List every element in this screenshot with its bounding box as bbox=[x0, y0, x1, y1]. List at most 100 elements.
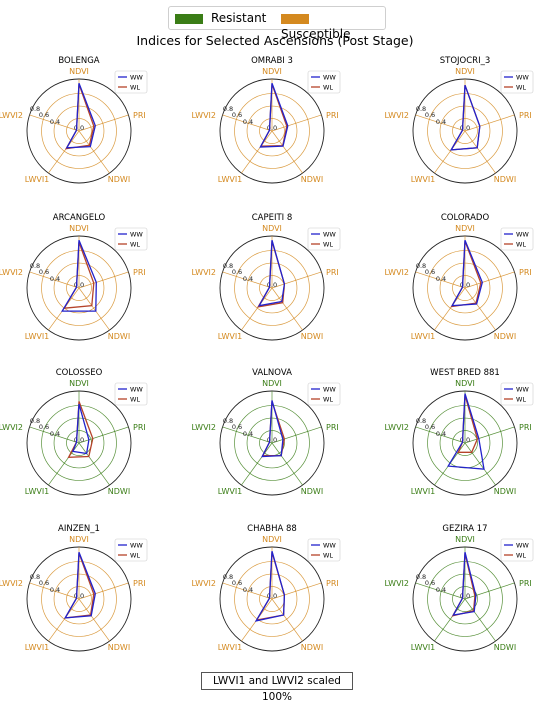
radar-chart-colorado: COLORADO 0.0 0.40.60.8 NDVI PRI NDWI LWVI1 LWVI… bbox=[384, 213, 534, 341]
axis-label-lwvi1: LWVI1 bbox=[218, 175, 243, 184]
axis-label-lwvi1: LWVI1 bbox=[218, 487, 243, 496]
axis-label-ndwi: NDWI bbox=[108, 487, 130, 496]
series-legend-label-ww: WW bbox=[130, 74, 143, 82]
axis-label-lwvi2: LWVI2 bbox=[191, 111, 216, 120]
radial-tick-label: 0.0 bbox=[74, 592, 84, 600]
radial-tick-label: 0.8 bbox=[223, 417, 233, 425]
axis-label-pri: PRI bbox=[519, 423, 532, 432]
axis-label-lwvi2: LWVI2 bbox=[384, 268, 409, 277]
series-wl-polygon bbox=[261, 401, 286, 457]
axis-label-lwvi1: LWVI1 bbox=[218, 332, 243, 341]
axis-label-lwvi1: LWVI1 bbox=[218, 643, 243, 652]
axis-label-pri: PRI bbox=[133, 111, 146, 120]
radial-tick-label: 0.0 bbox=[460, 592, 470, 600]
radial-tick-label: 0.6 bbox=[39, 111, 49, 119]
radial-tick-label: 0.8 bbox=[30, 417, 40, 425]
radial-tick-label: 0.0 bbox=[267, 281, 277, 289]
radial-tick-label: 0.6 bbox=[39, 423, 49, 431]
axis-label-lwvi2: LWVI2 bbox=[0, 579, 23, 588]
spoke bbox=[78, 287, 110, 331]
radial-tick-label: 0.4 bbox=[436, 118, 446, 126]
radar-chart-gezira-17: GEZIRA 17 0.0 0.40.60.8 NDVI PRI NDWI LWVI1 LWV… bbox=[384, 524, 534, 652]
series-legend-label-ww: WW bbox=[516, 542, 529, 550]
legend-item-resistant: Resistant bbox=[175, 10, 266, 26]
chart-title: CAPEITI 8 bbox=[252, 213, 293, 223]
spoke bbox=[241, 130, 273, 174]
chart-title: GEZIRA 17 bbox=[442, 524, 487, 534]
axis-label-ndvi: NDVI bbox=[69, 379, 89, 388]
radial-tick-label: 0.8 bbox=[30, 105, 40, 113]
axis-label-pri: PRI bbox=[133, 423, 146, 432]
spoke bbox=[464, 114, 515, 132]
axis-label-ndwi: NDWI bbox=[494, 175, 516, 184]
radial-tick-label: 0.4 bbox=[50, 275, 60, 283]
radial-tick-label: 0.6 bbox=[425, 268, 435, 276]
series-legend-label-ww: WW bbox=[323, 74, 336, 82]
radial-tick-label: 0.8 bbox=[416, 573, 426, 581]
radial-tick-label: 0.6 bbox=[232, 423, 242, 431]
spoke bbox=[464, 582, 515, 600]
radar-chart-west-bred-881: WEST BRED 881 0.0 0.40.60.8 NDVI PRI NDWI LWVI… bbox=[384, 368, 534, 496]
radial-tick-label: 0.8 bbox=[223, 105, 233, 113]
series-ww-polygon bbox=[254, 551, 286, 622]
radial-tick-label: 0.0 bbox=[74, 436, 84, 444]
axis-label-pri: PRI bbox=[519, 111, 532, 120]
radar-chart-bolenga: BOLENGA 0.0 0.40.60.8 NDVI PRI NDWI LWVI1 LWVI2… bbox=[0, 56, 148, 184]
figure-title: Indices for Selected Ascensions (Post St… bbox=[136, 33, 414, 48]
legend-label-susceptible: Susceptible bbox=[281, 27, 351, 41]
spoke bbox=[464, 130, 496, 174]
axis-label-lwvi1: LWVI1 bbox=[25, 487, 50, 496]
radial-tick-label: 0.6 bbox=[39, 579, 49, 587]
spoke bbox=[29, 271, 80, 289]
spoke bbox=[78, 130, 110, 174]
axis-label-lwvi2: LWVI2 bbox=[384, 423, 409, 432]
figure-legend: Resistant Susceptible bbox=[168, 6, 386, 41]
spoke bbox=[415, 271, 466, 289]
axis-label-lwvi1: LWVI1 bbox=[411, 332, 436, 341]
radial-tick-label: 0.4 bbox=[436, 430, 446, 438]
spoke bbox=[434, 287, 466, 331]
chart-title: WEST BRED 881 bbox=[430, 368, 500, 378]
axis-label-lwvi1: LWVI1 bbox=[25, 332, 50, 341]
spoke bbox=[271, 598, 303, 642]
axis-label-ndvi: NDVI bbox=[69, 67, 89, 76]
radar-chart-chabha-88: CHABHA 88 0.0 0.40.60.8 NDVI PRI NDWI LWVI1 LWV… bbox=[191, 524, 341, 652]
axis-label-lwvi2: LWVI2 bbox=[0, 111, 23, 120]
radar-chart-capeiti-8: CAPEITI 8 0.0 0.40.60.8 NDVI PRI NDWI LWVI1 LWV… bbox=[191, 213, 341, 341]
spoke bbox=[29, 426, 80, 444]
legend-item-susceptible: Susceptible bbox=[281, 10, 385, 41]
spoke bbox=[434, 130, 466, 174]
spoke bbox=[29, 582, 80, 600]
axis-label-ndwi: NDWI bbox=[108, 175, 130, 184]
radial-tick-label: 0.4 bbox=[50, 118, 60, 126]
axis-label-lwvi1: LWVI1 bbox=[411, 643, 436, 652]
series-ww-polygon bbox=[447, 393, 485, 470]
axis-label-ndwi: NDWI bbox=[301, 175, 323, 184]
series-legend-label-wl: WL bbox=[323, 396, 333, 404]
axis-label-pri: PRI bbox=[326, 423, 339, 432]
series-legend-label-ww: WW bbox=[130, 386, 143, 394]
series-legend-label-ww: WW bbox=[323, 231, 336, 239]
spoke bbox=[415, 114, 466, 132]
series-ww-polygon bbox=[61, 239, 97, 312]
axis-label-pri: PRI bbox=[326, 579, 339, 588]
axis-label-lwvi2: LWVI2 bbox=[191, 579, 216, 588]
spoke bbox=[78, 114, 129, 132]
radial-tick-label: 0.0 bbox=[460, 281, 470, 289]
axis-label-pri: PRI bbox=[519, 268, 532, 277]
axis-label-lwvi1: LWVI1 bbox=[25, 175, 50, 184]
radial-tick-label: 0.8 bbox=[416, 262, 426, 270]
spoke bbox=[78, 271, 129, 289]
spoke bbox=[271, 426, 322, 444]
spoke bbox=[222, 271, 273, 289]
spoke bbox=[271, 271, 322, 289]
axis-label-ndvi: NDVI bbox=[262, 379, 282, 388]
axis-label-ndvi: NDVI bbox=[262, 67, 282, 76]
radial-tick-label: 0.4 bbox=[436, 586, 446, 594]
series-ww-polygon bbox=[452, 552, 477, 616]
radial-tick-label: 0.6 bbox=[39, 268, 49, 276]
series-legend-label-ww: WW bbox=[516, 386, 529, 394]
spoke bbox=[464, 271, 515, 289]
series-legend-label-wl: WL bbox=[323, 241, 333, 249]
